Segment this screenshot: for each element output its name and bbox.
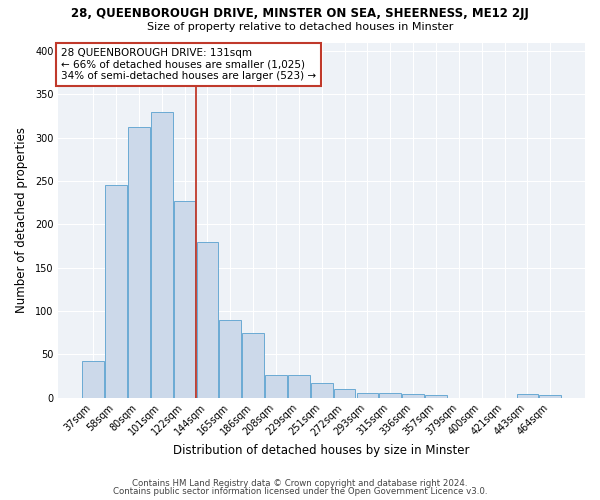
- Bar: [128, 126, 150, 398]
- Bar: [425, 395, 447, 398]
- X-axis label: Distribution of detached houses by size in Minster: Distribution of detached houses by size …: [173, 444, 470, 458]
- Bar: [379, 394, 401, 398]
- Bar: [356, 394, 378, 398]
- Bar: [220, 320, 241, 398]
- Text: Size of property relative to detached houses in Minster: Size of property relative to detached ho…: [147, 22, 453, 32]
- Text: Contains public sector information licensed under the Open Government Licence v3: Contains public sector information licen…: [113, 487, 487, 496]
- Bar: [82, 362, 104, 398]
- Text: Contains HM Land Registry data © Crown copyright and database right 2024.: Contains HM Land Registry data © Crown c…: [132, 478, 468, 488]
- Bar: [539, 395, 561, 398]
- Text: 28, QUEENBOROUGH DRIVE, MINSTER ON SEA, SHEERNESS, ME12 2JJ: 28, QUEENBOROUGH DRIVE, MINSTER ON SEA, …: [71, 8, 529, 20]
- Bar: [334, 389, 355, 398]
- Y-axis label: Number of detached properties: Number of detached properties: [15, 127, 28, 313]
- Bar: [311, 383, 332, 398]
- Bar: [402, 394, 424, 398]
- Bar: [288, 375, 310, 398]
- Bar: [174, 201, 196, 398]
- Bar: [265, 375, 287, 398]
- Bar: [151, 112, 173, 398]
- Bar: [197, 242, 218, 398]
- Bar: [105, 186, 127, 398]
- Bar: [517, 394, 538, 398]
- Bar: [242, 332, 264, 398]
- Text: 28 QUEENBOROUGH DRIVE: 131sqm
← 66% of detached houses are smaller (1,025)
34% o: 28 QUEENBOROUGH DRIVE: 131sqm ← 66% of d…: [61, 48, 316, 81]
